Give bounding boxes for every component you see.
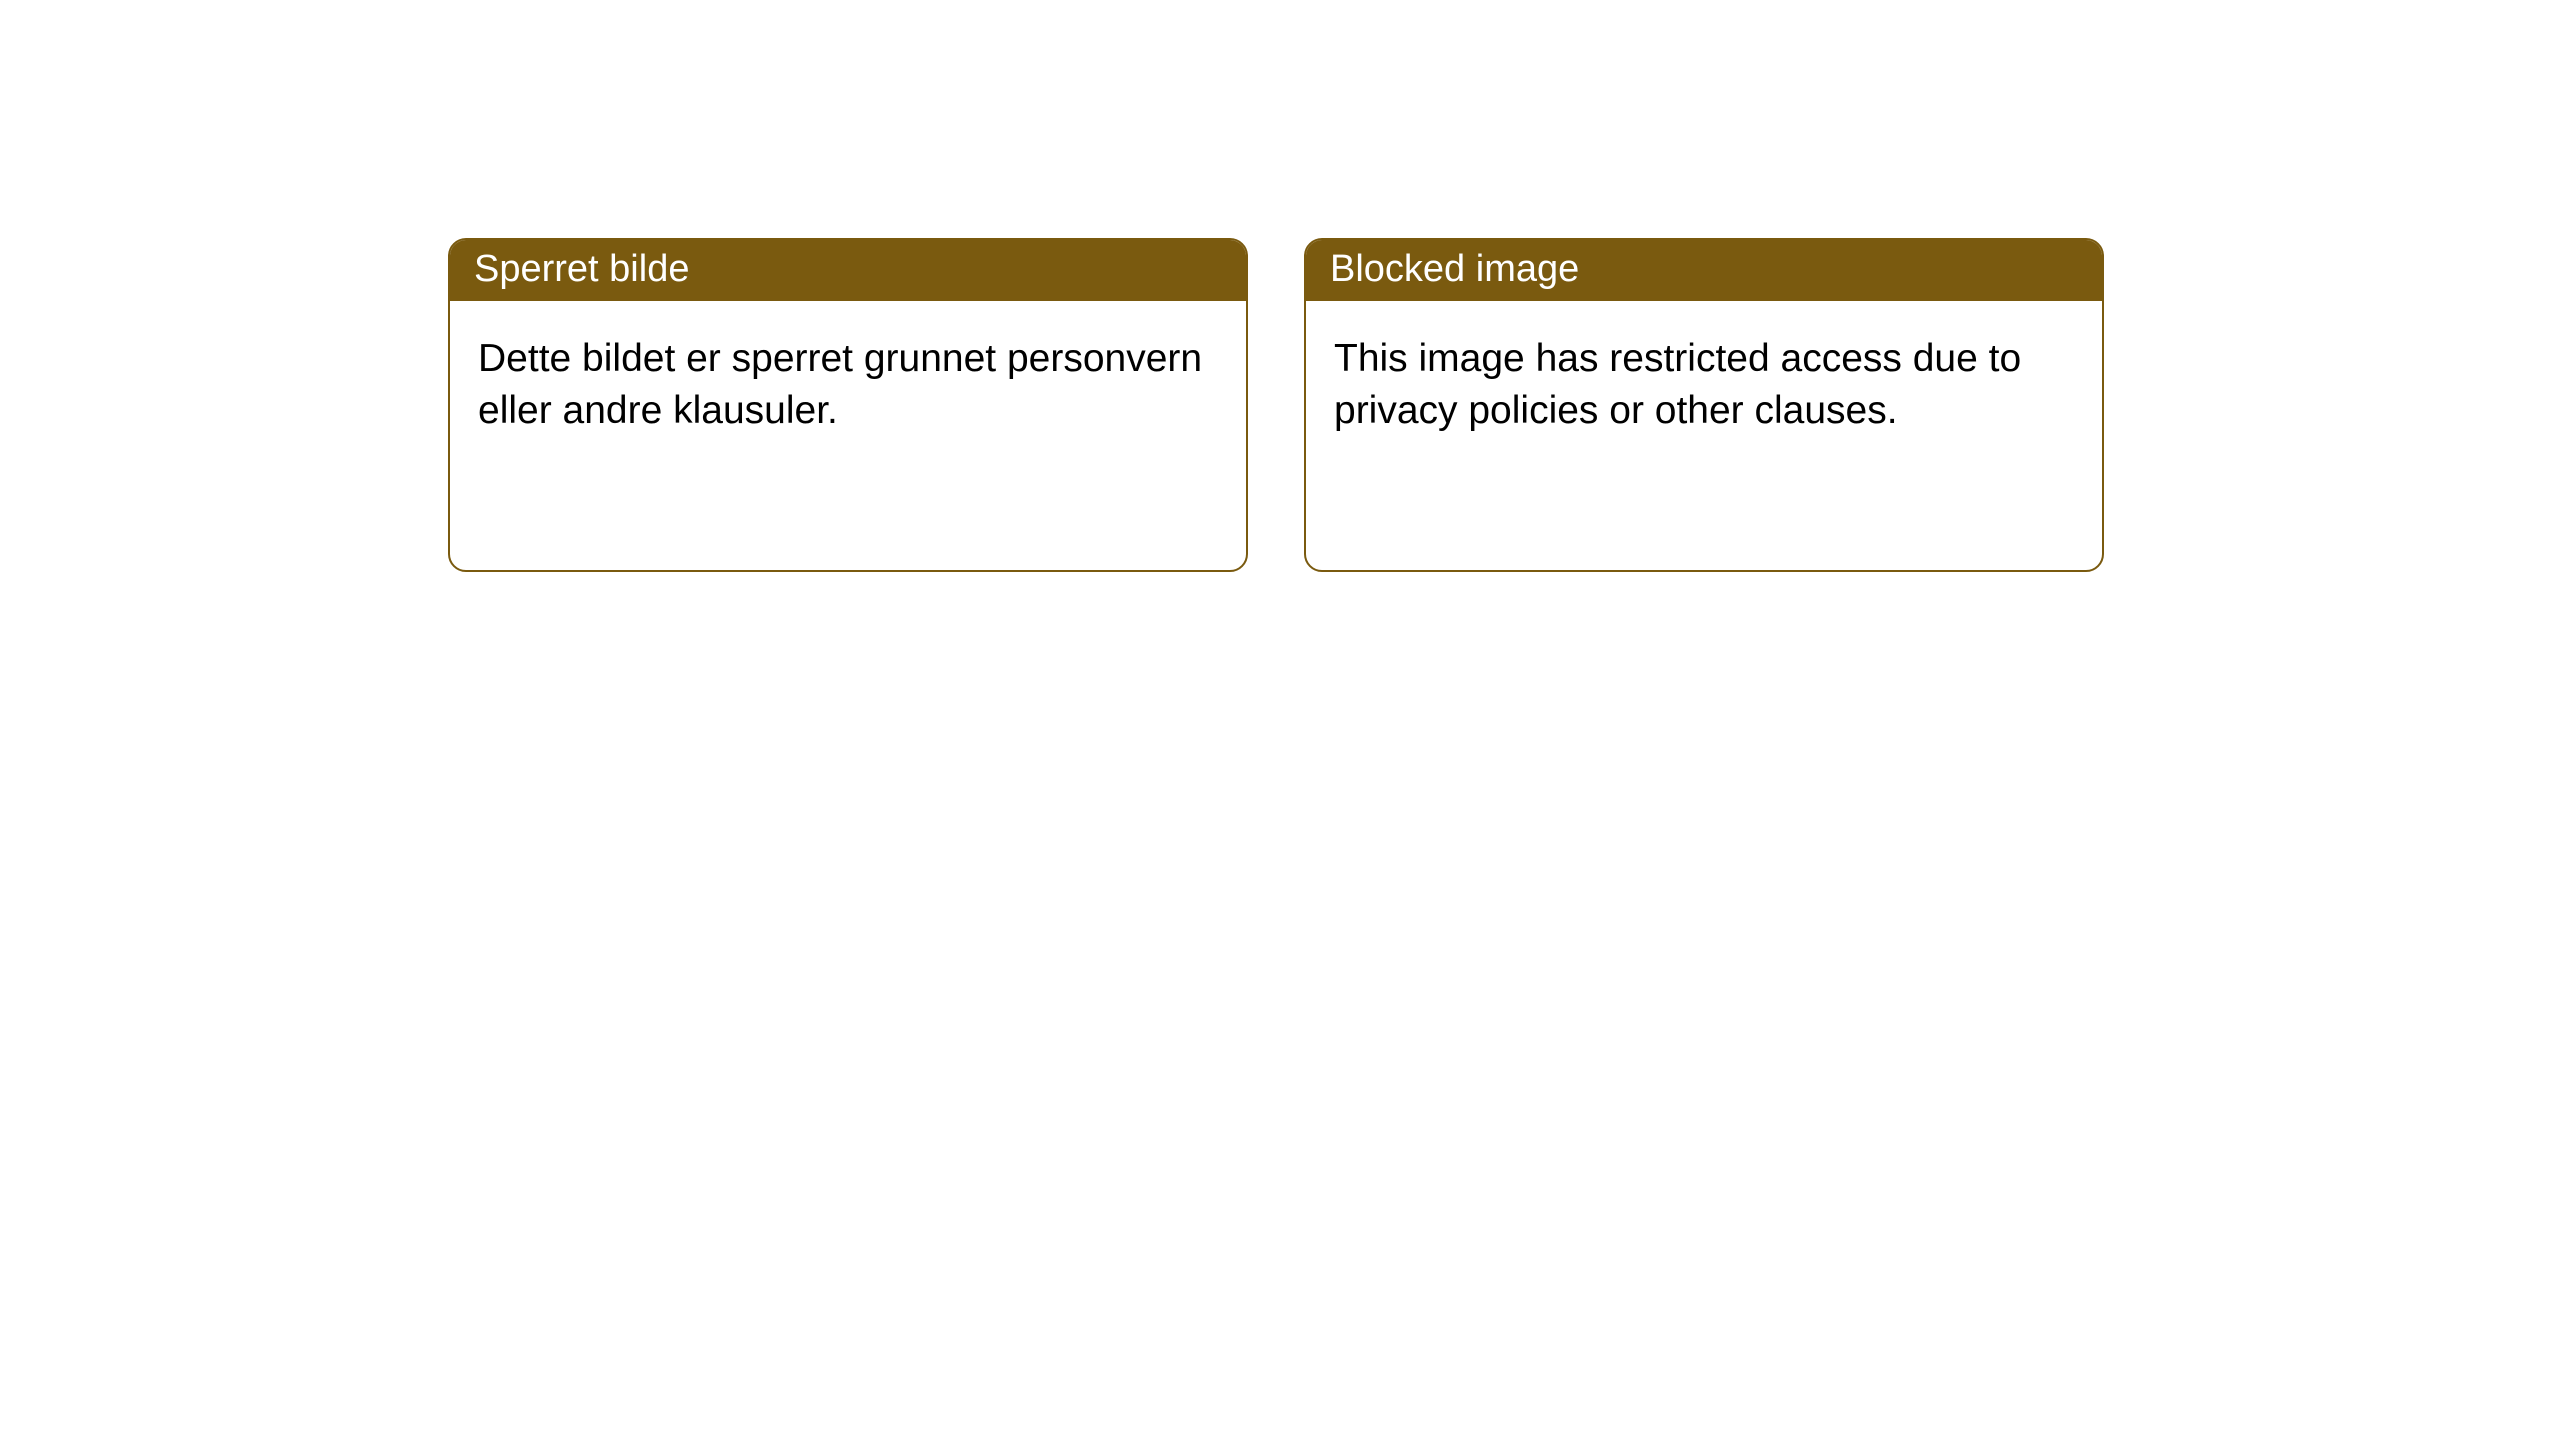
card-body: Dette bildet er sperret grunnet personve… [450, 301, 1246, 469]
notice-card-english: Blocked image This image has restricted … [1304, 238, 2104, 572]
card-title: Sperret bilde [474, 248, 689, 290]
notice-card-norwegian: Sperret bilde Dette bildet er sperret gr… [448, 238, 1248, 572]
notice-container: Sperret bilde Dette bildet er sperret gr… [0, 0, 2560, 572]
card-body: This image has restricted access due to … [1306, 301, 2102, 469]
card-body-text: This image has restricted access due to … [1334, 337, 2021, 432]
card-header: Sperret bilde [450, 240, 1246, 301]
card-title: Blocked image [1330, 248, 1579, 290]
card-body-text: Dette bildet er sperret grunnet personve… [478, 337, 1202, 432]
card-header: Blocked image [1306, 240, 2102, 301]
